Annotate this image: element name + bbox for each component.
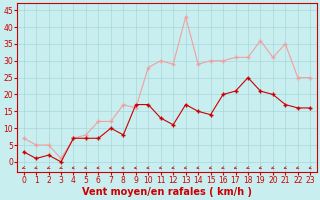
X-axis label: Vent moyen/en rafales ( km/h ): Vent moyen/en rafales ( km/h ) [82, 187, 252, 197]
